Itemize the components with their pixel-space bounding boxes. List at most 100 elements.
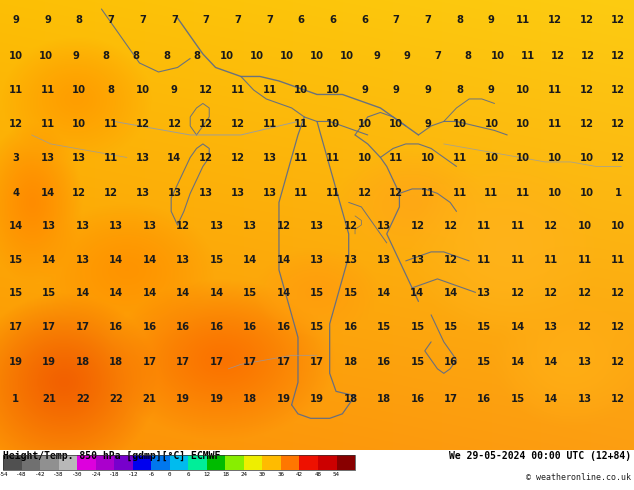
Text: 10: 10 <box>579 153 593 163</box>
Text: 11: 11 <box>516 15 530 25</box>
Text: 11: 11 <box>262 85 276 95</box>
Bar <box>114 455 133 470</box>
Text: -48: -48 <box>16 472 27 477</box>
Text: 11: 11 <box>294 153 308 163</box>
Text: 13: 13 <box>231 188 245 197</box>
Text: 10: 10 <box>484 153 498 163</box>
Text: 11: 11 <box>578 255 592 265</box>
Text: 9: 9 <box>404 51 411 61</box>
Bar <box>244 455 262 470</box>
Text: 9: 9 <box>488 15 495 25</box>
Text: 13: 13 <box>243 221 257 231</box>
Text: 10: 10 <box>579 188 593 197</box>
Text: -38: -38 <box>53 472 64 477</box>
Text: 16: 16 <box>109 322 123 333</box>
Text: 7: 7 <box>171 15 178 25</box>
Text: 7: 7 <box>393 15 399 25</box>
Text: 12: 12 <box>72 188 86 197</box>
Text: 14: 14 <box>444 288 458 298</box>
Text: 11: 11 <box>477 221 491 231</box>
Text: 16: 16 <box>276 322 290 333</box>
Text: 13: 13 <box>42 221 56 231</box>
Text: 12: 12 <box>9 119 23 129</box>
Text: 12: 12 <box>579 119 593 129</box>
Text: 10: 10 <box>294 85 308 95</box>
Text: 3: 3 <box>13 153 19 163</box>
Text: 10: 10 <box>72 119 86 129</box>
Text: 12: 12 <box>199 85 213 95</box>
Text: 12: 12 <box>231 153 245 163</box>
Text: 13: 13 <box>262 188 276 197</box>
Text: 8: 8 <box>133 51 140 61</box>
Text: 22: 22 <box>109 394 123 404</box>
Text: 8: 8 <box>193 51 200 61</box>
Text: 9: 9 <box>73 51 79 61</box>
Text: 11: 11 <box>41 85 55 95</box>
Bar <box>40 455 59 470</box>
Text: 48: 48 <box>314 472 321 477</box>
Text: 18: 18 <box>377 394 391 404</box>
Text: 10: 10 <box>340 51 354 61</box>
Text: 9: 9 <box>488 85 495 95</box>
Text: 14: 14 <box>75 288 90 298</box>
Text: 12: 12 <box>444 221 458 231</box>
Text: 16: 16 <box>410 394 424 404</box>
Text: 12: 12 <box>204 472 210 477</box>
Text: 10: 10 <box>72 85 86 95</box>
Text: 10: 10 <box>484 119 498 129</box>
Text: 10: 10 <box>548 153 562 163</box>
Text: 11: 11 <box>516 188 530 197</box>
Text: 11: 11 <box>548 85 562 95</box>
Text: 11: 11 <box>389 153 403 163</box>
Text: We 29-05-2024 00:00 UTC (12+84): We 29-05-2024 00:00 UTC (12+84) <box>449 451 631 461</box>
Text: 9: 9 <box>425 119 431 129</box>
Text: 12: 12 <box>551 51 565 61</box>
Bar <box>133 455 152 470</box>
Text: 10: 10 <box>491 51 505 61</box>
Text: 15: 15 <box>377 322 391 333</box>
Text: 10: 10 <box>136 85 150 95</box>
Text: 13: 13 <box>310 255 324 265</box>
Text: -24: -24 <box>91 472 101 477</box>
Bar <box>207 455 226 470</box>
Text: 11: 11 <box>104 153 118 163</box>
Text: 12: 12 <box>410 221 424 231</box>
Bar <box>299 455 318 470</box>
Text: 11: 11 <box>326 153 340 163</box>
Text: 13: 13 <box>109 221 123 231</box>
Text: 14: 14 <box>510 357 525 367</box>
Text: 15: 15 <box>344 288 358 298</box>
Text: 19: 19 <box>176 394 190 404</box>
Bar <box>337 455 355 470</box>
Text: 1: 1 <box>614 188 622 197</box>
Text: 13: 13 <box>199 188 213 197</box>
Text: 12: 12 <box>611 51 625 61</box>
Text: 11: 11 <box>231 85 245 95</box>
Text: 13: 13 <box>41 153 55 163</box>
Text: 14: 14 <box>42 255 56 265</box>
Text: 11: 11 <box>294 119 308 129</box>
Text: 11: 11 <box>510 255 525 265</box>
Text: 17: 17 <box>444 394 458 404</box>
Text: 19: 19 <box>210 394 224 404</box>
Text: 19: 19 <box>42 357 56 367</box>
Text: 16: 16 <box>344 322 358 333</box>
Text: 12: 12 <box>199 153 213 163</box>
Text: 15: 15 <box>42 288 56 298</box>
Text: 12: 12 <box>579 85 593 95</box>
Text: 16: 16 <box>210 322 224 333</box>
Text: 19: 19 <box>310 394 324 404</box>
Text: 18: 18 <box>109 357 123 367</box>
Text: 11: 11 <box>477 255 491 265</box>
Text: 18: 18 <box>222 472 229 477</box>
Text: 13: 13 <box>410 255 424 265</box>
Text: 17: 17 <box>143 357 157 367</box>
Text: 10: 10 <box>516 119 530 129</box>
Bar <box>152 455 170 470</box>
Text: 10: 10 <box>280 51 294 61</box>
Text: -18: -18 <box>109 472 120 477</box>
Text: 13: 13 <box>167 188 181 197</box>
Text: 10: 10 <box>548 188 562 197</box>
Text: 17: 17 <box>9 322 23 333</box>
Text: 12: 12 <box>104 188 118 197</box>
